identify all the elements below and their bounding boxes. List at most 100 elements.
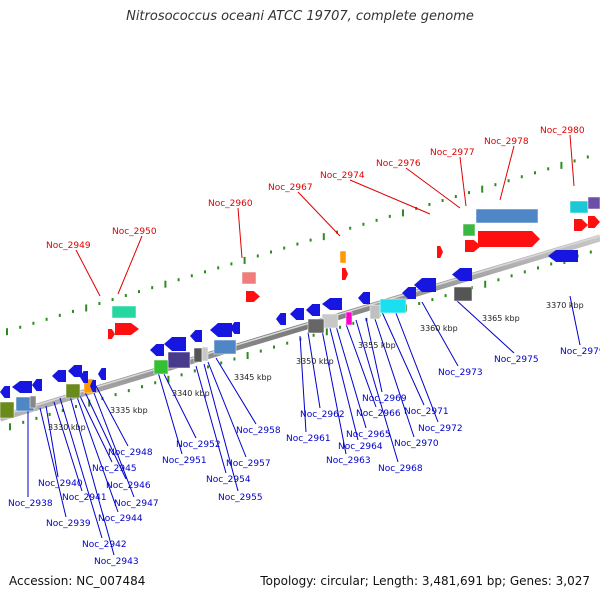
tick-lower [193, 369, 196, 373]
gene-box [307, 318, 325, 334]
bottom-gene-label: Noc_2973 [438, 368, 483, 378]
tick-upper [573, 159, 576, 163]
gene-box [213, 339, 237, 355]
label-connector [53, 401, 83, 492]
tick-upper [164, 280, 167, 288]
tick-lower [418, 302, 421, 306]
gene-arrow-reverse [150, 344, 164, 356]
tick-upper [349, 226, 352, 230]
label-connector [59, 397, 103, 539]
tick-upper [243, 256, 246, 264]
tick-upper [520, 175, 523, 179]
gene-arrow-reverse [52, 370, 66, 382]
gene-box [65, 383, 81, 399]
gene-box [379, 298, 407, 314]
gene-box [345, 311, 353, 326]
bottom-gene-label: Noc_2979 [560, 347, 600, 357]
label-connector [195, 365, 227, 474]
label-connector [499, 145, 515, 201]
scale-label: 3355 kbp [358, 341, 396, 350]
bottom-gene-label: Noc_2946 [106, 481, 151, 491]
bottom-gene-label: Noc_2939 [46, 519, 91, 529]
tick-lower [180, 373, 183, 377]
tick-lower [589, 250, 592, 254]
gene-box [453, 286, 473, 302]
accession-label: Accession: NC_007484 [9, 574, 146, 588]
label-connector [91, 387, 135, 498]
bottom-gene-label: Noc_2954 [206, 475, 251, 485]
gene-arrow-reverse [230, 322, 240, 334]
tick-lower [114, 393, 117, 397]
tick-upper [534, 171, 536, 175]
scale-label: 3350 kbp [296, 357, 334, 366]
tick-upper [560, 161, 563, 169]
tick-upper [230, 262, 233, 266]
label-connector [207, 361, 247, 458]
tick-upper [547, 167, 550, 171]
scale-label: 3340 kbp [172, 389, 210, 398]
tick-lower [523, 270, 526, 274]
label-connector [381, 311, 425, 406]
gene-arrow-reverse [0, 386, 10, 398]
tick-upper [468, 191, 470, 195]
top-gene-label: Noc_2967 [268, 183, 313, 193]
label-connector [393, 307, 439, 423]
tick-upper [19, 325, 22, 329]
tick-upper [217, 266, 220, 270]
label-connector [335, 325, 367, 429]
tick-lower [339, 325, 341, 329]
top-gene-label: Noc_2974 [320, 171, 365, 181]
gene-arrow-reverse [290, 308, 304, 320]
label-connector [83, 389, 127, 480]
label-connector [77, 391, 113, 463]
bottom-gene-label: Noc_2948 [108, 448, 153, 458]
top-gene-label: Noc_2980 [540, 126, 585, 136]
tick-lower [22, 420, 25, 424]
bottom-gene-label: Noc_2945 [92, 464, 137, 474]
gene-arrow-reverse [80, 371, 88, 383]
gene-arrow-forward [588, 216, 600, 228]
bottom-gene-label: Noc_2962 [300, 410, 345, 420]
gene-arrow-reverse [68, 365, 82, 377]
tick-upper [151, 286, 154, 290]
gene-arrow-reverse [402, 287, 416, 299]
gene-arrow-forward [478, 231, 540, 247]
scale-label: 3360 kbp [420, 324, 458, 333]
label-connector [161, 369, 197, 439]
gene-arrow-reverse [164, 337, 186, 351]
gene-box [167, 351, 191, 369]
tick-upper [204, 270, 206, 274]
tick-upper [58, 313, 61, 317]
tick-lower [325, 328, 328, 336]
label-connector [215, 357, 257, 425]
backbone-line [0, 234, 600, 422]
tick-lower [75, 405, 77, 408]
gene-arrow-reverse [98, 368, 106, 380]
bottom-gene-label: Noc_2961 [286, 434, 331, 444]
tick-lower [167, 375, 170, 383]
tick-lower [312, 333, 315, 337]
gene-arrow-reverse [548, 250, 578, 262]
tick-upper [481, 185, 484, 193]
top-gene-label: Noc_2950 [112, 227, 157, 237]
gene-box [475, 208, 539, 224]
tick-lower [444, 294, 447, 298]
tick-upper [270, 250, 272, 254]
gene-arrow-forward [246, 291, 260, 302]
gene-box [153, 359, 169, 375]
scale-label: 3335 kbp [110, 406, 148, 415]
tick-upper [45, 317, 48, 321]
tick-lower [550, 262, 553, 266]
gene-arrow-reverse [306, 304, 320, 316]
tick-lower [431, 298, 434, 302]
bottom-gene-label: Noc_2942 [82, 540, 127, 550]
gene-arrow-reverse [414, 278, 436, 292]
tick-upper [138, 290, 140, 294]
label-connector [117, 235, 143, 295]
label-connector [459, 156, 467, 207]
gene-box [241, 271, 257, 285]
bottom-gene-label: Noc_2944 [98, 514, 143, 524]
label-connector [365, 317, 383, 393]
bottom-gene-label: Noc_2964 [338, 442, 383, 452]
